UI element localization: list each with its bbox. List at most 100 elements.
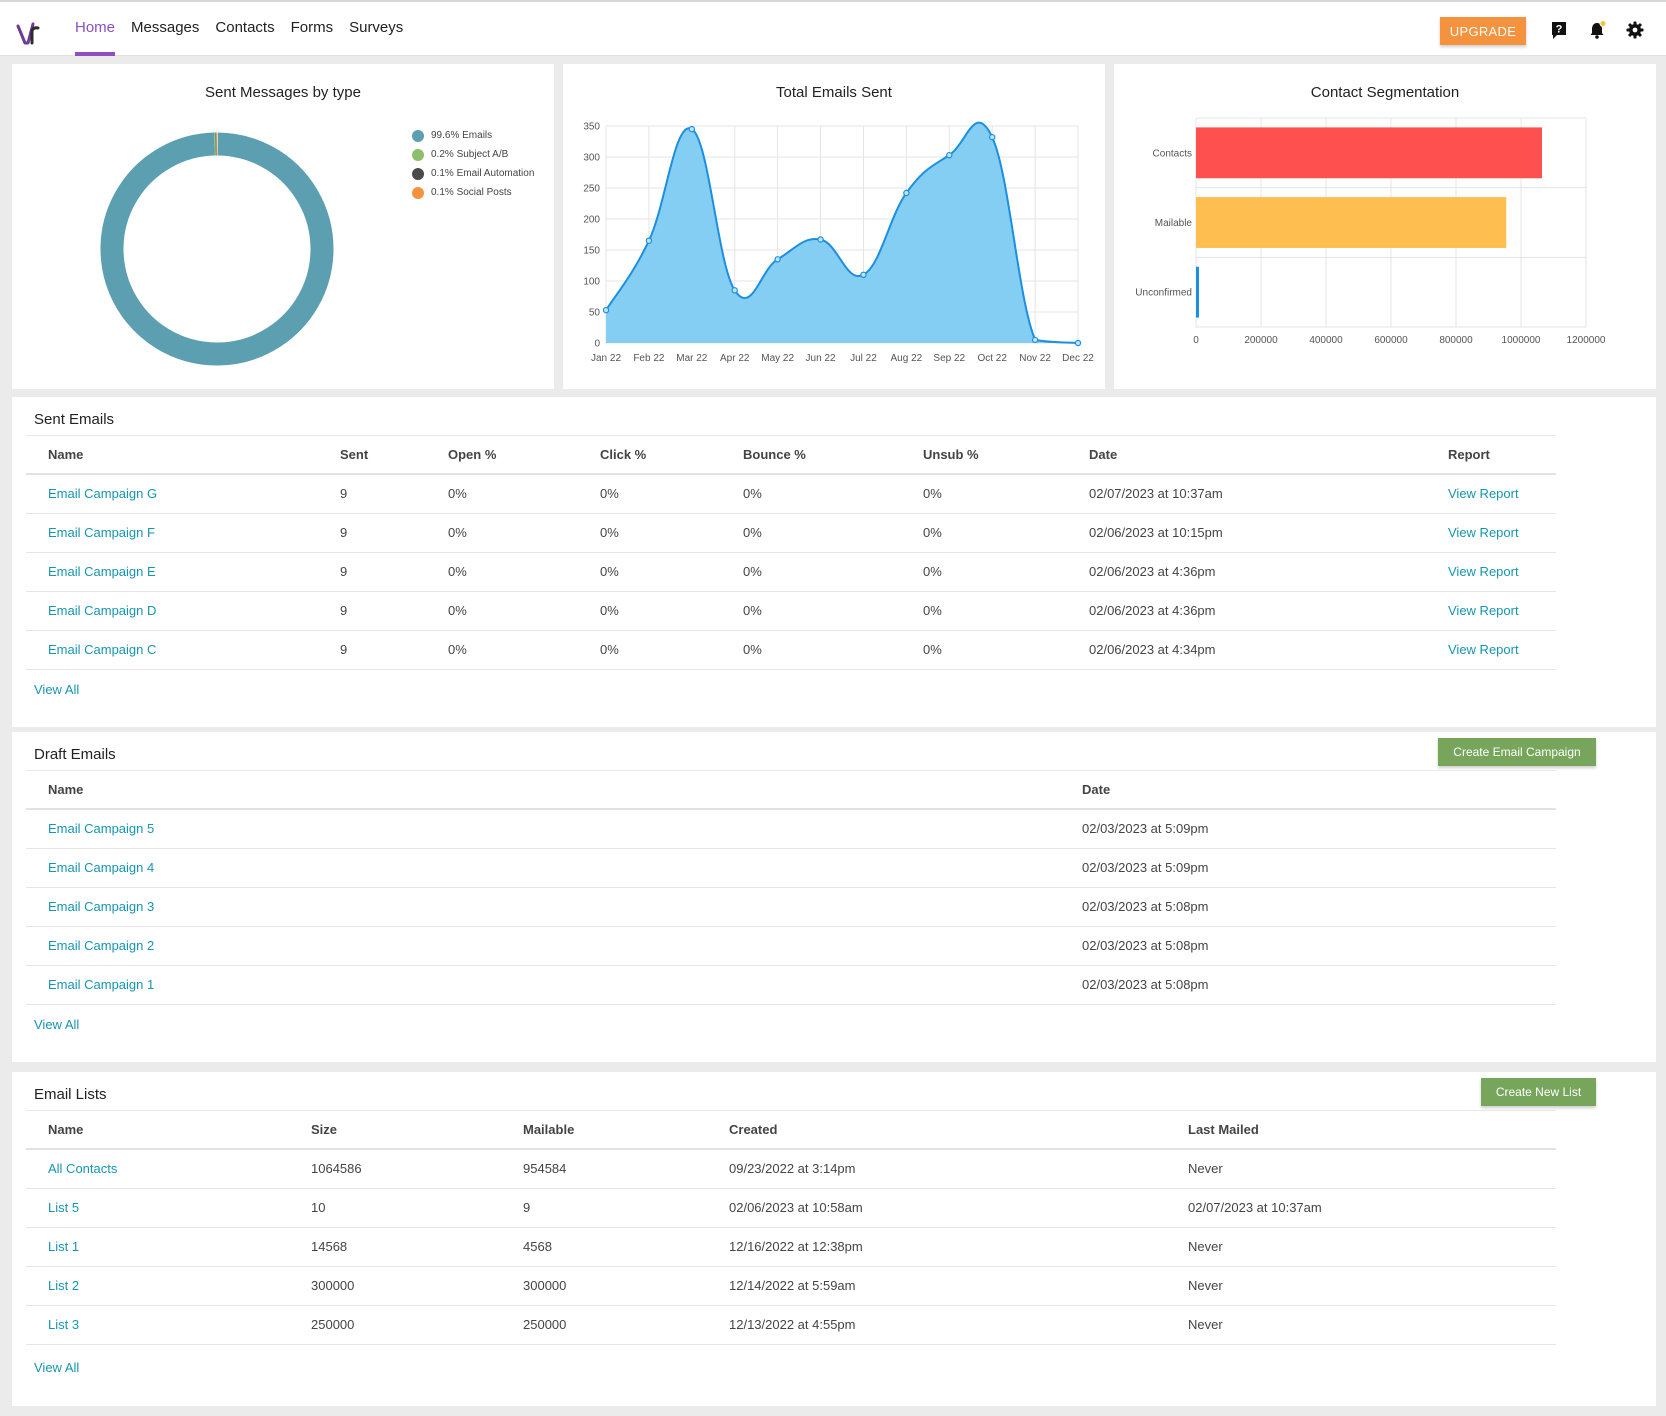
data-point[interactable]	[817, 236, 824, 243]
x-tick-label: Aug 22	[891, 353, 923, 364]
donut-slice-0[interactable]	[100, 132, 334, 366]
sent-count: 9	[340, 603, 348, 618]
view-report-link[interactable]: View Report	[1448, 564, 1519, 579]
col-name[interactable]: Name	[48, 1122, 84, 1137]
legend-swatch	[412, 186, 424, 199]
data-point[interactable]	[1074, 339, 1082, 347]
view-report-link[interactable]: View Report	[1448, 603, 1519, 618]
col-size[interactable]: Size	[311, 1122, 338, 1137]
sent-count: 9	[340, 564, 348, 579]
x-tick-label: Feb 22	[633, 353, 665, 364]
legend-item[interactable]: 0.2% Subject A/B	[412, 145, 534, 164]
list-name-link[interactable]: All Contacts	[48, 1161, 118, 1176]
list-last-mailed: Never	[1188, 1278, 1223, 1293]
logo-icon[interactable]	[16, 14, 44, 46]
draft-name-link[interactable]: Email Campaign 2	[48, 938, 155, 953]
donut-chart-title: Sent Messages by type	[205, 84, 361, 101]
table-row: Email Campaign 1 02/03/2023 at 5:08pm	[26, 966, 1556, 1005]
list-created: 02/06/2023 at 10:58am	[729, 1200, 863, 1215]
email-lists-view-all-link[interactable]: View All	[34, 1360, 80, 1375]
data-point[interactable]	[774, 256, 781, 263]
legend-item[interactable]: 0.1% Social Posts	[412, 183, 534, 202]
sent-emails-view-all-link[interactable]: View All	[34, 682, 80, 697]
campaign-name-link[interactable]: Email Campaign C	[48, 642, 157, 657]
nav-home[interactable]: Home	[75, 2, 130, 56]
col-sent[interactable]: Sent	[340, 447, 369, 462]
help-icon[interactable]: ?	[1549, 20, 1569, 40]
x-tick-label: 1200000	[1567, 335, 1606, 346]
x-tick-label: Apr 22	[720, 353, 750, 364]
bar-mailable[interactable]	[1196, 197, 1507, 248]
view-report-link[interactable]: View Report	[1448, 642, 1519, 657]
legend-swatch	[412, 148, 424, 161]
list-name-link[interactable]: List 2	[48, 1278, 80, 1293]
list-mailable: 300000	[523, 1278, 567, 1293]
donut-legend: 99.6% Emails 0.2% Subject A/B 0.1% Email A…	[412, 126, 534, 202]
data-point[interactable]	[860, 271, 867, 278]
x-tick-label: Oct 22	[977, 353, 1007, 364]
gear-icon[interactable]	[1625, 20, 1645, 40]
legend-label: 99.6% Emails	[431, 130, 493, 141]
campaign-name-link[interactable]: Email Campaign E	[48, 564, 156, 579]
open-rate: 0%	[448, 486, 467, 501]
col-name[interactable]: Name	[48, 447, 84, 462]
data-point[interactable]	[688, 125, 696, 133]
campaign-name-link[interactable]: Email Campaign D	[48, 603, 157, 618]
data-point[interactable]	[731, 287, 738, 294]
col-name[interactable]: Name	[48, 782, 84, 797]
area-fill	[606, 122, 1078, 343]
campaign-name-link[interactable]: Email Campaign G	[48, 486, 158, 501]
draft-name-link[interactable]: Email Campaign 1	[48, 977, 155, 992]
email-lists-card: Email Lists Create New List Name Size Ma…	[12, 1072, 1656, 1406]
data-point[interactable]	[946, 151, 953, 159]
list-name-link[interactable]: List 1	[48, 1239, 80, 1254]
create-email-campaign-button[interactable]: Create Email Campaign	[1438, 738, 1596, 766]
bounce-rate: 0%	[743, 486, 762, 501]
nav-surveys[interactable]: Surveys	[349, 19, 404, 36]
table-row: Email Campaign 5 02/03/2023 at 5:09pm	[26, 810, 1556, 849]
bar-unconfirmed[interactable]	[1196, 266, 1199, 318]
legend-item[interactable]: 99.6% Emails	[412, 126, 534, 145]
col-click[interactable]: Click %	[600, 447, 647, 462]
col-unsub[interactable]: Unsub %	[923, 447, 979, 462]
draft-name-link[interactable]: Email Campaign 3	[48, 899, 155, 914]
email-lists-table: Name Size Mailable Created Last Mailed A…	[26, 1110, 1556, 1345]
list-name-link[interactable]: List 3	[48, 1317, 80, 1332]
view-report-link[interactable]: View Report	[1448, 486, 1519, 501]
x-tick-label: Jun 22	[806, 353, 836, 364]
bounce-rate: 0%	[743, 564, 762, 579]
col-open[interactable]: Open %	[448, 447, 497, 462]
table-row: Email Campaign D 9 0% 0% 0% 0% 02/06/2023 at 4…	[26, 592, 1556, 631]
draft-name-link[interactable]: Email Campaign 4	[48, 860, 155, 875]
data-point[interactable]	[903, 189, 910, 197]
y-tick-label: 300	[583, 153, 600, 164]
col-date[interactable]: Date	[1089, 447, 1118, 462]
upgrade-button[interactable]: UPGRADE	[1440, 17, 1526, 45]
data-point[interactable]	[988, 133, 996, 141]
create-new-list-button[interactable]: Create New List	[1481, 1078, 1596, 1106]
area-chart: 0 50 100 150 200 250 300 350 Jan 22 Feb 22 Mar 22 A…	[583, 122, 1094, 365]
col-date[interactable]: Date	[1082, 782, 1111, 797]
sent-emails-card: Sent Emails Name Sent Open % Click % Bou…	[12, 397, 1656, 727]
col-bounce[interactable]: Bounce %	[743, 447, 806, 462]
bell-icon[interactable]	[1587, 20, 1607, 40]
view-report-link[interactable]: View Report	[1448, 525, 1519, 540]
nav-messages[interactable]: Messages	[131, 19, 200, 36]
draft-emails-view-all-link[interactable]: View All	[34, 1017, 80, 1032]
col-mailable[interactable]: Mailable	[523, 1122, 575, 1137]
data-point[interactable]	[645, 237, 653, 244]
data-point[interactable]	[1031, 336, 1039, 344]
col-created[interactable]: Created	[729, 1122, 778, 1137]
table-row: List 5 10 9 02/06/2023 at 10:58am 02/07/2023…	[26, 1189, 1556, 1228]
campaign-name-link[interactable]: Email Campaign F	[48, 525, 155, 540]
bar-contacts[interactable]	[1196, 127, 1542, 179]
draft-emails-title: Draft Emails	[34, 746, 116, 763]
draft-name-link[interactable]: Email Campaign 5	[48, 821, 155, 836]
unsub-rate: 0%	[923, 525, 942, 540]
legend-item[interactable]: 0.1% Email Automation	[412, 164, 534, 183]
list-name-link[interactable]: List 5	[48, 1200, 80, 1215]
nav-contacts[interactable]: Contacts	[215, 19, 275, 36]
nav-forms[interactable]: Forms	[290, 19, 334, 36]
data-point[interactable]	[602, 306, 610, 314]
col-last-mailed[interactable]: Last Mailed	[1188, 1122, 1259, 1137]
